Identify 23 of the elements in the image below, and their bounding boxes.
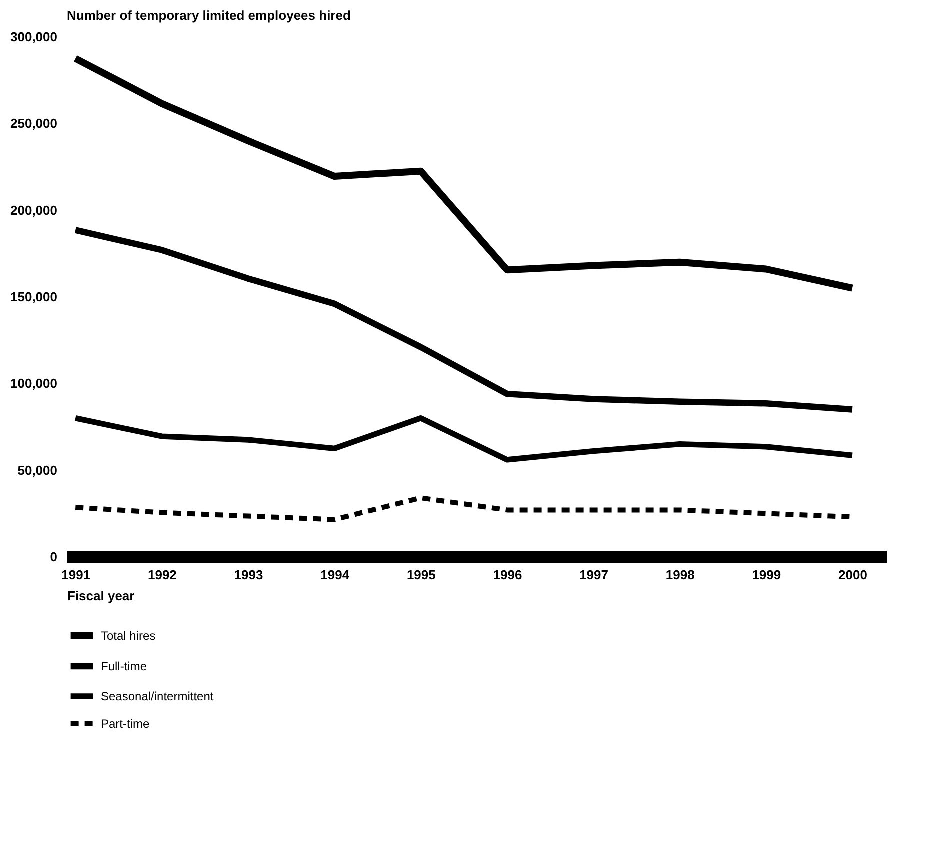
x-tick-label: 1995 bbox=[406, 568, 436, 582]
y-tick-label: 200,000 bbox=[10, 202, 58, 218]
x-tick-label: 1991 bbox=[62, 568, 91, 582]
x-tick-label: 1993 bbox=[234, 568, 264, 582]
y-tick-label: 0 bbox=[50, 550, 58, 564]
y-tick-label: 100,000 bbox=[10, 376, 58, 392]
y-tick-label: 50,000 bbox=[18, 462, 58, 478]
x-axis-title: Fiscal year bbox=[68, 588, 135, 604]
x-tick-label: 1996 bbox=[493, 568, 522, 582]
chart-title: Number of temporary limited employees hired bbox=[67, 8, 351, 23]
legend-label: Total hires bbox=[101, 629, 156, 643]
x-tick-label: 1997 bbox=[580, 568, 608, 582]
x-tick-label: 2000 bbox=[838, 568, 868, 582]
x-tick-label: 1994 bbox=[320, 568, 350, 582]
legend-label: Part-time bbox=[101, 717, 150, 731]
legend-label: Full-time bbox=[101, 660, 148, 674]
x-tick-label: 1998 bbox=[666, 568, 695, 582]
x-tick-label: 1992 bbox=[148, 568, 177, 582]
y-tick-label: 250,000 bbox=[10, 116, 58, 132]
x-tick-label: 1999 bbox=[752, 568, 782, 582]
y-tick-label: 300,000 bbox=[10, 30, 58, 44]
legend-label: Seasonal/intermittent bbox=[101, 690, 214, 704]
y-tick-label: 150,000 bbox=[10, 290, 58, 304]
